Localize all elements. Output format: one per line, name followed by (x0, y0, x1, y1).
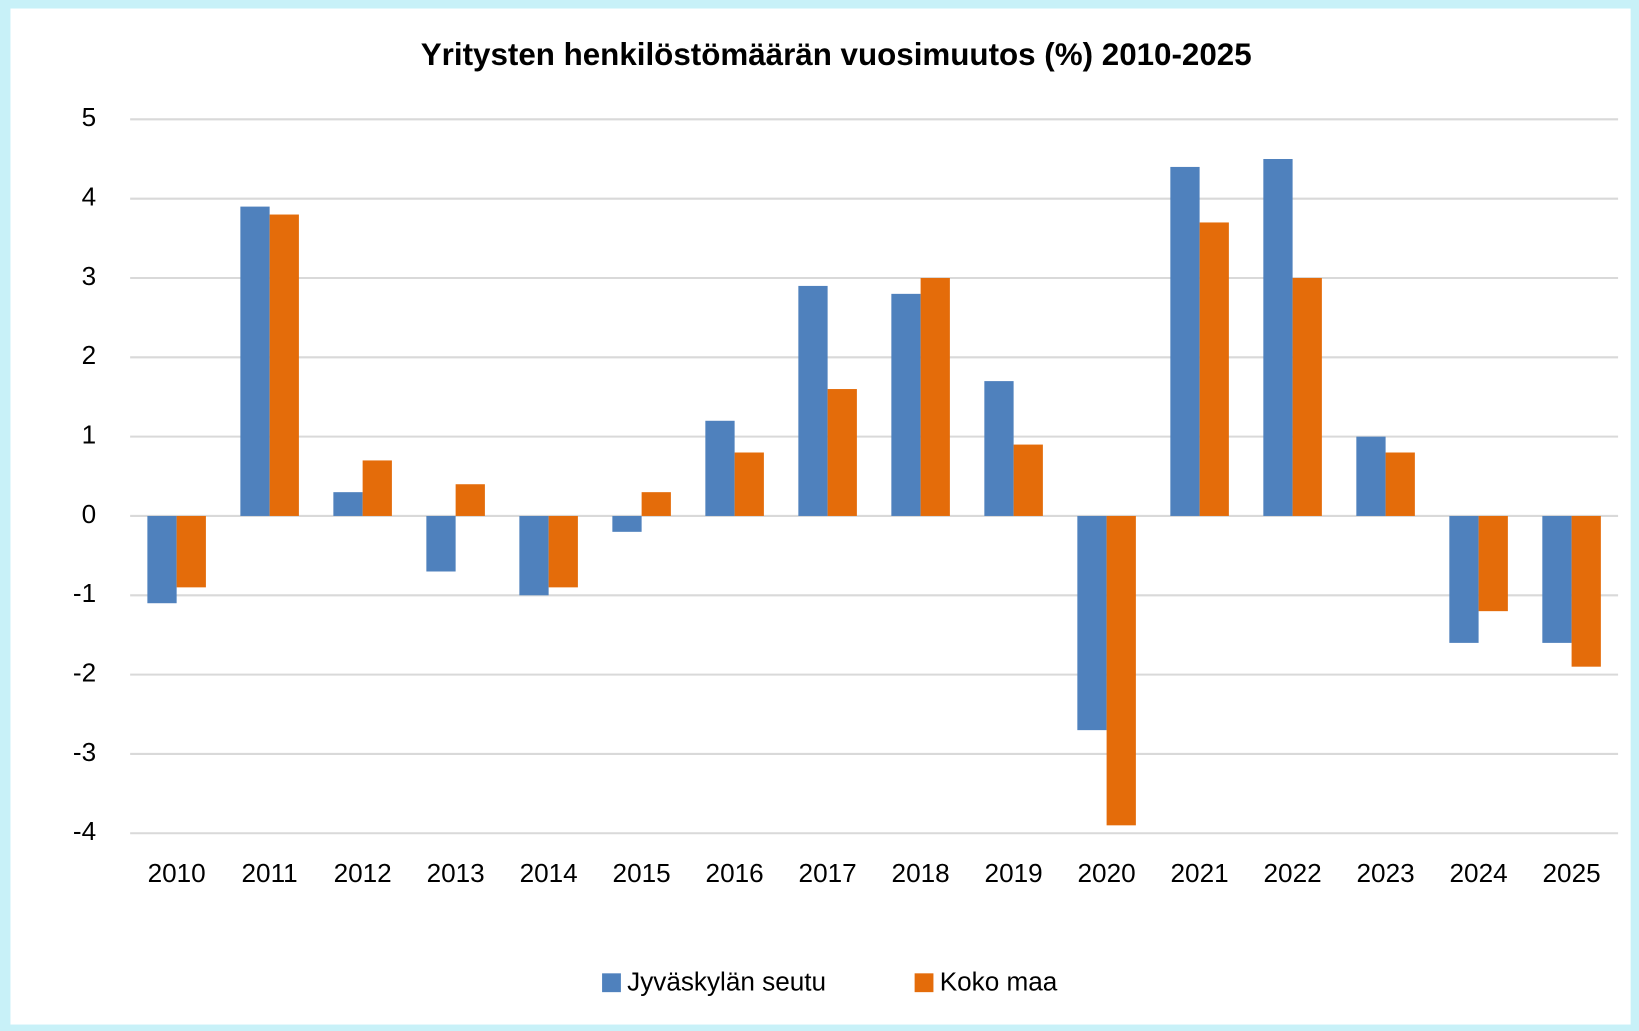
x-tick-label: 2020 (1078, 858, 1136, 888)
bar (1571, 515, 1601, 667)
bar (519, 515, 549, 596)
bar (984, 381, 1014, 516)
bar (333, 492, 363, 516)
x-tick-label: 2018 (892, 858, 950, 888)
x-tick-label: 2024 (1450, 858, 1508, 888)
legend-swatch (602, 973, 621, 993)
bar (1385, 452, 1415, 516)
x-tick-label: 2022 (1264, 858, 1322, 888)
x-tick-label: 2021 (1171, 858, 1229, 888)
bar (1077, 515, 1107, 731)
bar (1292, 277, 1322, 516)
y-tick-label: -1 (73, 578, 96, 608)
bar (455, 484, 485, 516)
bar (641, 492, 671, 516)
bar (1013, 444, 1043, 516)
bar (612, 515, 642, 532)
bar (798, 285, 828, 516)
bar (1263, 159, 1293, 516)
bar (1449, 515, 1479, 643)
legend-swatch (914, 973, 934, 993)
x-tick-label: 2019 (985, 858, 1043, 888)
y-tick-label: 3 (82, 261, 97, 291)
bar (426, 515, 456, 572)
legend-label: Jyväskylän seutu (627, 967, 826, 997)
bar (1356, 436, 1386, 516)
bar (827, 389, 857, 516)
y-tick-label: -4 (73, 816, 96, 846)
bar (1199, 222, 1229, 516)
x-tick-label: 2011 (242, 858, 298, 888)
bar (269, 214, 299, 516)
y-tick-label: 0 (82, 499, 97, 529)
y-tick-label: 5 (82, 102, 97, 132)
bar (362, 460, 392, 516)
bar (1542, 515, 1572, 643)
bar (1106, 515, 1136, 826)
legend-label: Koko maa (940, 967, 1058, 997)
y-tick-label: -2 (73, 658, 96, 688)
bar (548, 515, 578, 588)
bar (1478, 515, 1508, 612)
bar (1170, 166, 1200, 516)
chart-title: Yritysten henkilöstömäärän vuosimuutos (… (421, 37, 1252, 72)
x-tick-label: 2025 (1543, 858, 1601, 888)
x-tick-label: 2017 (799, 858, 857, 888)
bar (240, 206, 270, 516)
y-tick-label: 2 (82, 340, 97, 370)
x-tick-label: 2023 (1357, 858, 1415, 888)
x-tick-label: 2015 (613, 858, 671, 888)
y-tick-label: -3 (73, 737, 96, 767)
bar (891, 293, 921, 516)
y-tick-label: 1 (82, 420, 97, 450)
bar (734, 452, 764, 516)
bar (176, 515, 206, 588)
bar (147, 515, 177, 604)
bar (705, 420, 735, 516)
x-tick-label: 2010 (148, 858, 206, 888)
x-tick-label: 2014 (520, 858, 578, 888)
x-tick-label: 2012 (334, 858, 392, 888)
x-tick-label: 2016 (706, 858, 764, 888)
y-tick-label: 4 (82, 182, 97, 212)
bar (920, 277, 950, 516)
x-tick-label: 2013 (427, 858, 485, 888)
